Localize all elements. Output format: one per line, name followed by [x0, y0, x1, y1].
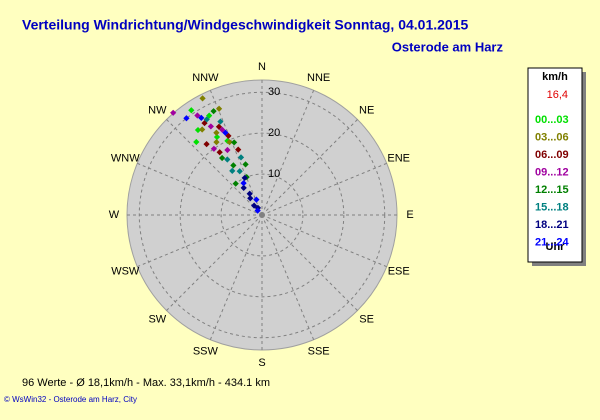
direction-label: NNE: [307, 72, 330, 84]
direction-line: [261, 214, 387, 268]
data-point: [210, 145, 218, 152]
r-tick-label: 30: [268, 86, 280, 98]
direction-line: [209, 214, 263, 340]
data-point: [240, 184, 247, 191]
direction-label: ESE: [388, 266, 410, 278]
data-point: [241, 174, 248, 182]
data-point: [230, 162, 237, 169]
legend-entry: 09...12: [535, 166, 569, 178]
legend-box: [527, 67, 583, 263]
direction-line: [261, 119, 358, 216]
data-point: [199, 126, 206, 133]
direction-label: SSW: [193, 346, 219, 358]
data-point: [203, 116, 210, 123]
data-point: [213, 129, 220, 136]
data-point: [213, 139, 220, 146]
legend-title: km/h: [542, 71, 568, 83]
data-point: [203, 140, 210, 148]
data-point: [194, 112, 201, 119]
data-point: [213, 133, 221, 141]
legend-entry: 03...06: [535, 131, 569, 143]
chart-subtitle: Osterode am Harz: [392, 39, 504, 54]
data-point: [217, 118, 224, 125]
data-point: [183, 115, 190, 122]
direction-label: WSW: [111, 266, 140, 278]
direction-label: W: [109, 209, 120, 221]
legend-entry: 21...24: [535, 236, 570, 248]
legend-entry: 12...15: [535, 184, 569, 196]
data-point: [218, 154, 226, 162]
direction-line: [261, 90, 315, 216]
data-point: [236, 168, 243, 175]
direction-label: N: [258, 61, 266, 73]
direction-label: SSE: [308, 346, 330, 358]
data-point: [216, 149, 223, 156]
data-point: [232, 180, 239, 187]
copyright: © WsWin32 - Osterode am Harz, City: [4, 395, 137, 404]
direction-label: NNW: [192, 72, 219, 84]
data-point: [229, 167, 236, 175]
direction-label: S: [258, 357, 265, 369]
data-point: [235, 146, 242, 153]
grid-ring: [179, 132, 345, 298]
data-point: [199, 95, 206, 102]
direction-line: [166, 214, 263, 311]
data-point: [222, 129, 229, 136]
r-tick-label: 10: [268, 168, 280, 180]
data-point: [215, 105, 223, 112]
data-point: [194, 126, 202, 134]
data-point: [198, 114, 205, 121]
direction-label: NW: [148, 104, 167, 116]
data-point: [231, 139, 238, 146]
chart-title: Verteilung Windrichtung/Windgeschwindigk…: [22, 17, 468, 33]
grid-ring: [220, 173, 304, 257]
direction-line: [261, 214, 315, 340]
r-tick-label: 20: [268, 127, 280, 139]
direction-line: [209, 90, 263, 216]
direction-line: [166, 119, 263, 216]
data-point: [242, 161, 249, 168]
direction-line: [137, 162, 263, 216]
legend-entry: 15...18: [535, 201, 569, 213]
direction-label: SE: [359, 314, 374, 326]
direction-label: WNW: [111, 152, 140, 164]
direction-line: [137, 214, 263, 268]
legend-entry: 18...21: [535, 219, 569, 231]
legend-entry: 06...09: [535, 149, 569, 161]
direction-label: ENE: [387, 152, 410, 164]
direction-label: SW: [148, 314, 166, 326]
data-point: [224, 156, 231, 163]
direction-label: E: [406, 209, 413, 221]
data-point: [188, 107, 195, 114]
direction-label: NE: [359, 104, 374, 116]
legend-entry: 00...03: [535, 114, 569, 126]
data-point: [240, 180, 247, 187]
legend-footer: Uhr: [546, 241, 566, 253]
direction-line: [261, 214, 358, 311]
data-point: [210, 108, 217, 115]
footer: 96 Werte - Ø 18,1km/h - Max. 33,1km/h - …: [22, 377, 270, 389]
legend-current: 16,4: [547, 89, 568, 101]
direction-line: [261, 162, 387, 216]
